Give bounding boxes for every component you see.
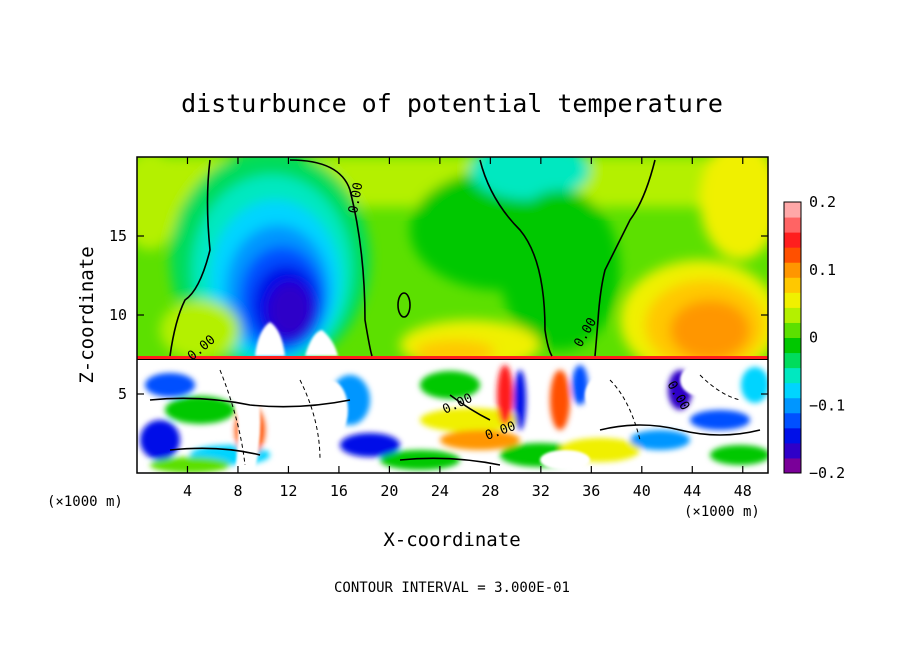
colorbar-swatch	[784, 442, 801, 459]
colorbar-swatch	[784, 367, 801, 384]
colorbar-tick-label: −0.1	[809, 396, 845, 414]
x-tick-label: 12	[279, 482, 297, 500]
colorbar-tick-label: −0.2	[809, 464, 845, 482]
x-tick-label: 28	[481, 482, 499, 500]
x-tick-label: 4	[183, 482, 192, 500]
colorbar-swatch	[784, 457, 801, 474]
y-tick-label: 15	[109, 227, 127, 245]
colorbar: 0.2 0.1 0 −0.1 −0.2	[783, 193, 845, 482]
colorbar-swatch	[784, 427, 801, 444]
x-axis-title: X-coordinate	[383, 529, 520, 551]
colorbar-swatch	[784, 337, 801, 354]
colorbar-tick-label: 0.2	[809, 193, 836, 211]
contour-label: 0.00	[346, 181, 366, 214]
colorbar-swatch	[784, 352, 801, 369]
colorbar-tick-label: 0.1	[809, 261, 836, 279]
x-tick-label: 20	[380, 482, 398, 500]
lower-field-white-blobs	[220, 364, 720, 470]
heatmap-field: 0.00 0.00 0.00 0.00 0.00 0.00	[137, 157, 768, 473]
lower-field	[137, 360, 768, 473]
y-tick-label: 10	[109, 306, 127, 324]
colorbar-swatch	[784, 247, 801, 263]
y-axis-title: Z-coordinate	[76, 246, 98, 383]
x-tick-label: 8	[233, 482, 242, 500]
upper-field-shading	[137, 157, 768, 380]
colorbar-swatch	[784, 217, 801, 233]
x-unit-label: (×1000 m)	[684, 504, 760, 520]
colorbar-swatch	[784, 232, 801, 248]
y-tick-label: 5	[118, 385, 127, 403]
contour-lines	[149, 159, 761, 466]
z-unit-label: (×1000 m)	[47, 494, 123, 510]
colorbar-swatch	[784, 202, 801, 218]
colorbar-swatch	[784, 322, 801, 338]
contour-interval-note: CONTOUR INTERVAL = 3.000E-01	[334, 580, 570, 596]
chart-title: disturbunce of potential temperature	[181, 89, 723, 118]
x-tick-label: 16	[330, 482, 348, 500]
x-tick-label: 48	[734, 482, 752, 500]
x-tick-label: 24	[431, 482, 449, 500]
contour-lines-dashed	[219, 369, 741, 466]
x-tick-label: 40	[633, 482, 651, 500]
x-tick-label: 36	[582, 482, 600, 500]
colorbar-swatch	[784, 292, 801, 308]
colorbar-swatch	[784, 412, 801, 429]
x-axis: 4 8 12 16 20 24 28 32 36 40 44 48	[183, 157, 752, 500]
x-tick-label: 44	[683, 482, 701, 500]
cold-core-spots	[255, 322, 338, 356]
colorbar-frame	[783, 201, 802, 474]
colorbar-swatch	[784, 277, 801, 293]
colorbar-swatch	[784, 307, 801, 323]
interface-band	[137, 356, 768, 359]
colorbar-swatch	[784, 397, 801, 414]
colorbar-swatch	[784, 262, 801, 278]
colorbar-tick-label: 0	[809, 329, 818, 347]
colorbar-swatch	[784, 382, 801, 399]
y-axis: 5 10 15	[109, 227, 768, 403]
x-tick-label: 32	[532, 482, 550, 500]
